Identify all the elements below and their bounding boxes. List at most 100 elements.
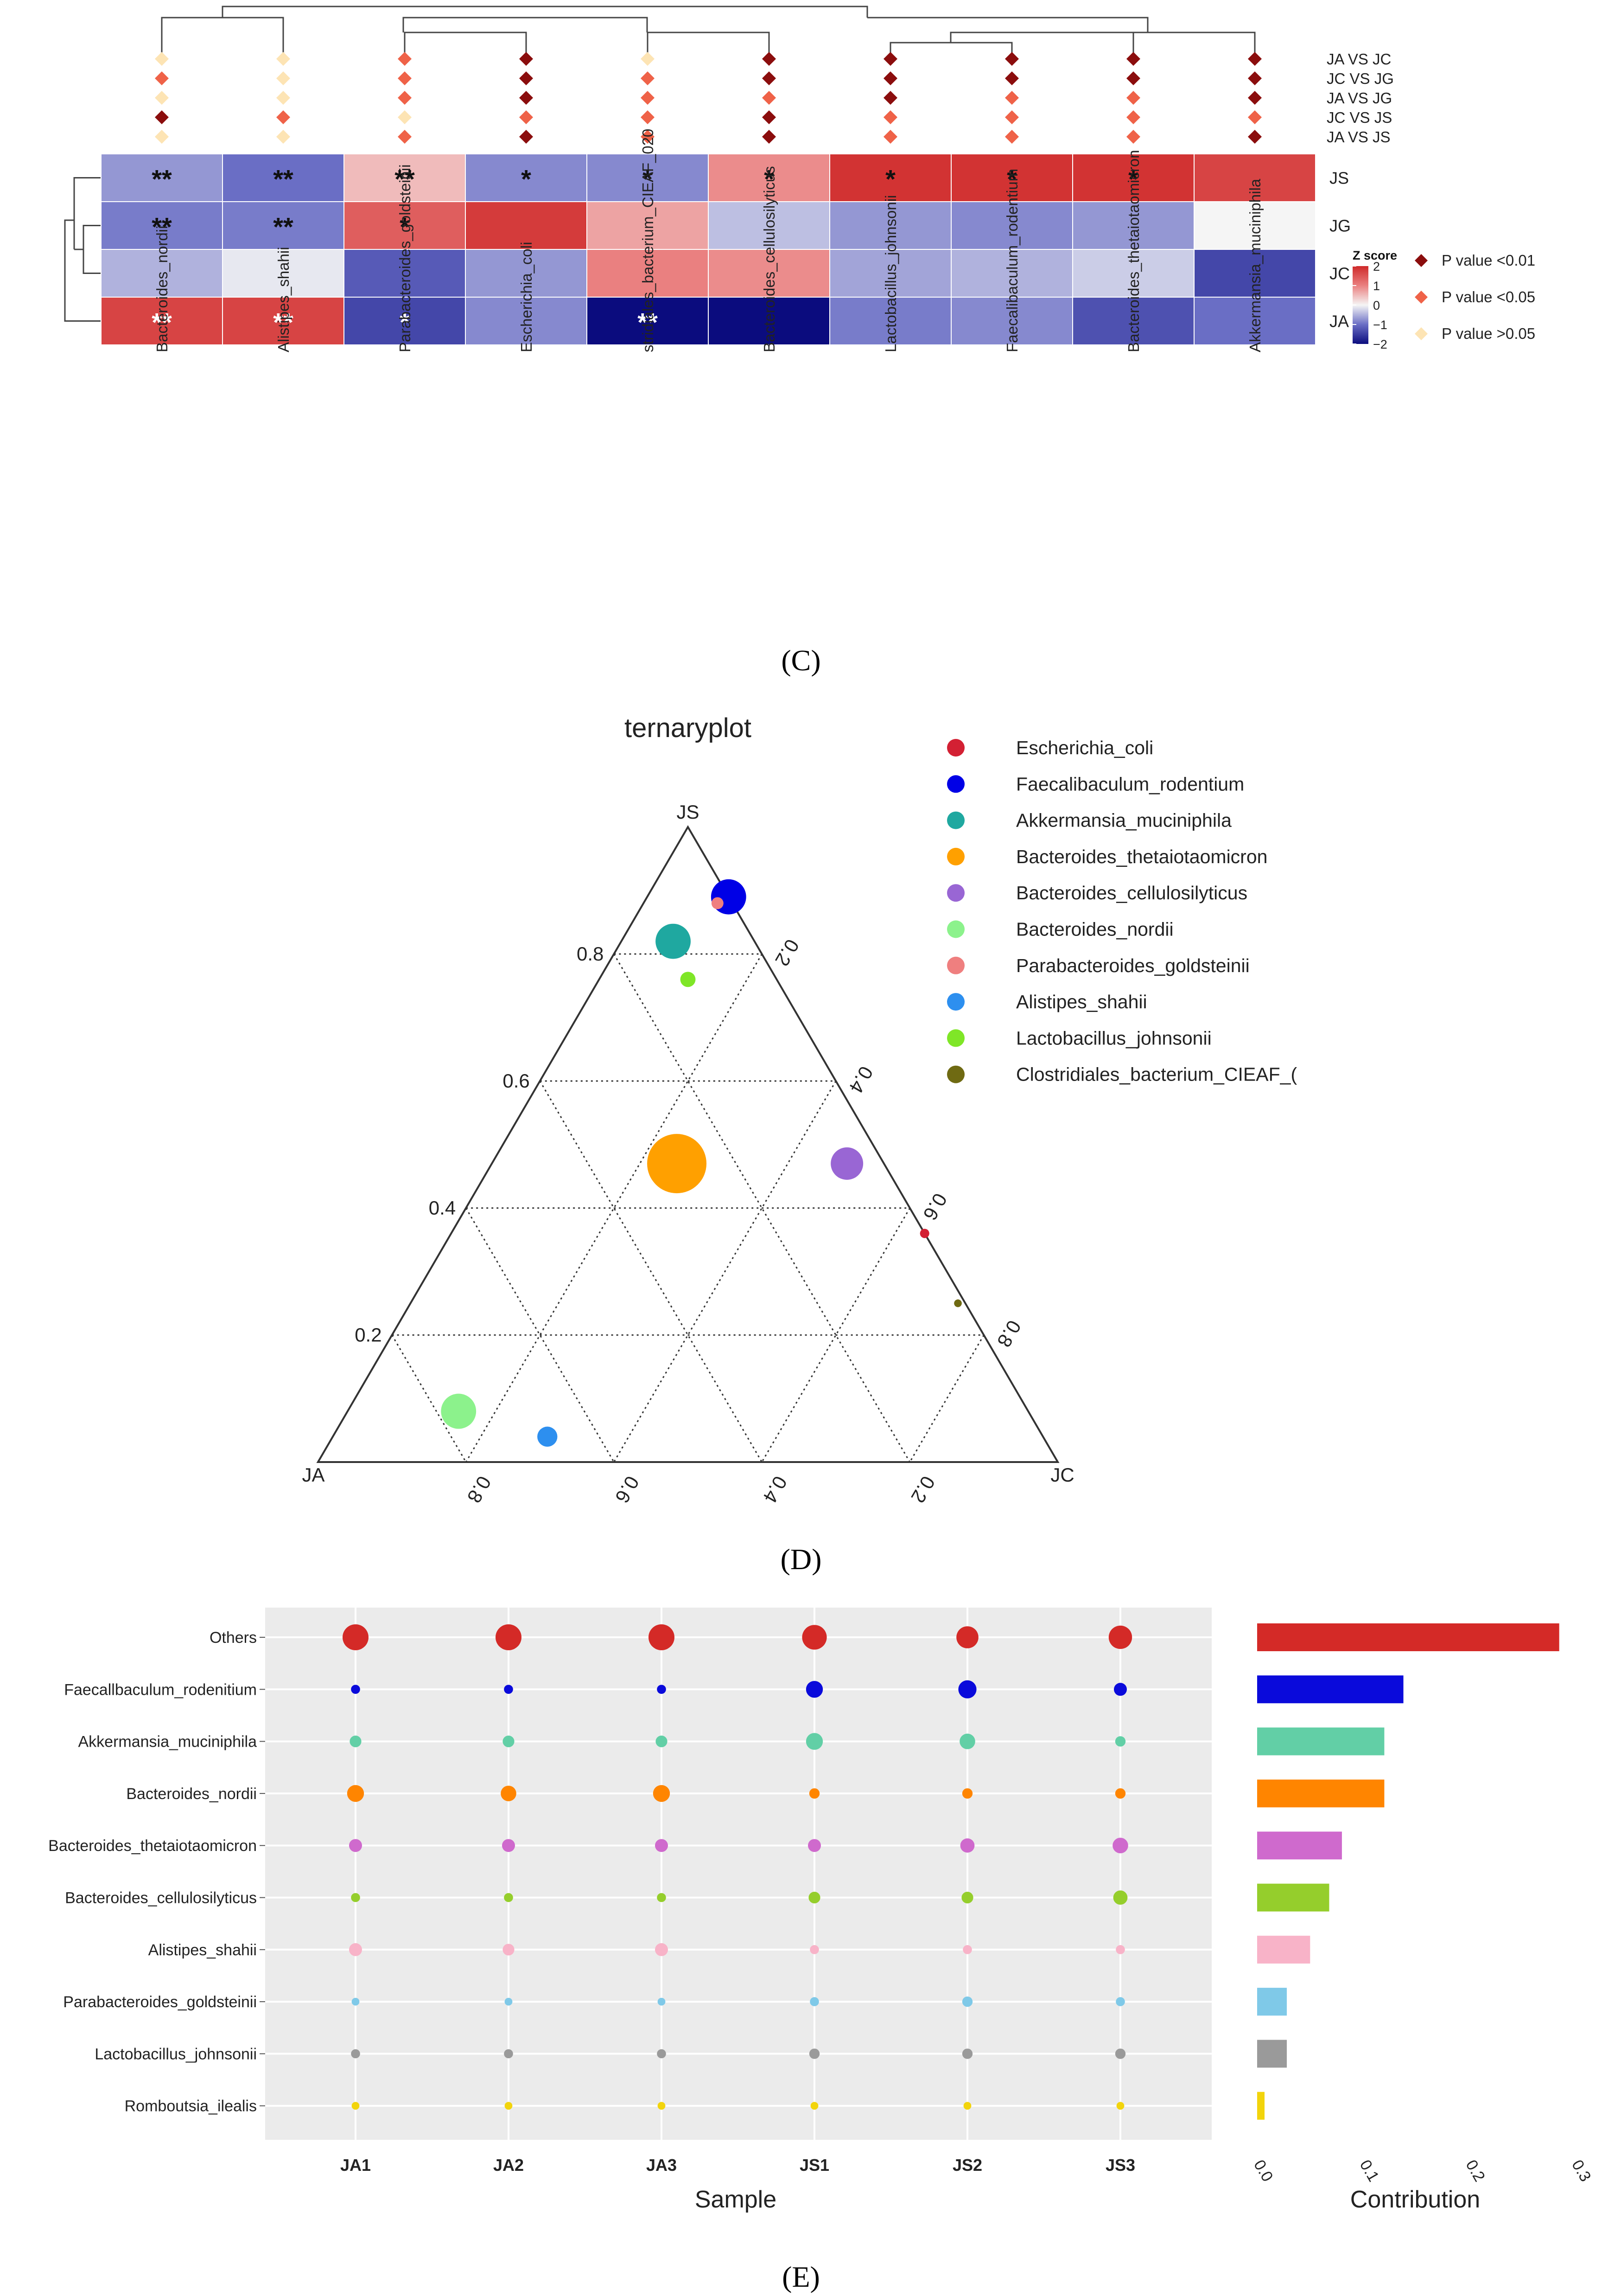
- abundance-dot: [1115, 2048, 1126, 2059]
- significance-star: *: [764, 165, 774, 194]
- ternary-legend-label: Alistipes_shahii: [1016, 991, 1147, 1012]
- heatmap-cell: [222, 249, 344, 298]
- comparison-label: JC VS JG: [1327, 70, 1394, 87]
- abundance-dot: [657, 1893, 666, 1902]
- heatmap-cell: [101, 297, 223, 345]
- abundance-dot: [1112, 1838, 1128, 1853]
- abundance-dot: [809, 2048, 820, 2059]
- p-value-diamond: [398, 110, 412, 124]
- zscore-title: Z score: [1353, 248, 1397, 262]
- comparison-label: JA VS JS: [1327, 128, 1391, 146]
- sample-label: JS3: [1106, 2156, 1135, 2175]
- heatmap-cell: [101, 249, 223, 298]
- panel-label-e: (E): [782, 2260, 820, 2293]
- ternary-grid-line: [391, 1335, 467, 1463]
- p-value-diamond: [398, 71, 412, 85]
- contribution-bar: [1257, 1727, 1385, 1755]
- column-label: Akkermansia_muciniphila: [1246, 178, 1264, 352]
- abundance-dot: [653, 1785, 670, 1802]
- taxon-label: Lactobacillus_johnsonii: [95, 2045, 257, 2063]
- ternary-grid-line: [761, 1208, 911, 1463]
- heatmap-cell: [951, 297, 1073, 345]
- abundance-dot: [961, 1891, 973, 1904]
- column-label: Faecalibaculum_rodentium: [1004, 169, 1021, 352]
- p-value-diamond: [276, 52, 290, 66]
- column-dendrogram-branch: [890, 42, 1013, 56]
- p-value-diamond: [762, 130, 776, 144]
- ternary-point: [831, 1147, 864, 1180]
- p-value-diamond: [1126, 91, 1140, 105]
- bottom-axis-tick-label: 0.8: [463, 1472, 496, 1507]
- p-value-diamond: [519, 130, 533, 144]
- heatmap-cell: [222, 153, 344, 202]
- ternary-legend-label: Lactobacillus_johnsonii: [1016, 1027, 1212, 1049]
- p-value-diamond: [155, 110, 169, 124]
- ternary-grid-line: [465, 1208, 615, 1463]
- contribution-bar: [1257, 1675, 1404, 1704]
- bottom-axis-tick-label: 0.6: [611, 1472, 643, 1507]
- heatmap-cell: [829, 201, 952, 250]
- abundance-dot: [1115, 1736, 1126, 1747]
- column-label: Bacteroides_thetaiotaomicron: [1125, 150, 1142, 352]
- heatmap-cell: [586, 249, 709, 298]
- ternary-panel: ternaryplot JS JA JC 0.8 0.6 0.4 0.2 0.2 0.4 0.6 0.…: [302, 713, 1297, 1507]
- heatmap-cell: [1194, 297, 1316, 345]
- abundance-dot: [347, 1785, 364, 1802]
- contribution-tick-label: 0.2: [1462, 2157, 1488, 2185]
- row-dendrogram-branch: [64, 219, 101, 322]
- significance-star: **: [637, 308, 658, 337]
- bottom-axis-tick-label: 0.2: [907, 1472, 939, 1507]
- ternary-legend-marker: [947, 993, 965, 1011]
- p-value-diamond: [884, 91, 897, 105]
- ternary-legend-marker: [947, 920, 965, 938]
- zscore-tick-label: 1: [1373, 279, 1380, 293]
- column-dendrogram-branch: [1132, 32, 1256, 56]
- ternary-legend-marker: [947, 739, 965, 757]
- abundance-dot: [960, 1838, 975, 1853]
- column-dendrogram-branch: [950, 32, 1192, 43]
- abundance-dot: [504, 2102, 513, 2110]
- taxon-label: Bacteroides_thetaiotaomicron: [48, 1837, 257, 1855]
- p-value-diamond: [1126, 110, 1140, 124]
- taxon-label: Bacteroides_cellulosilyticus: [65, 1889, 257, 1907]
- zscore-tick-label: 2: [1373, 260, 1380, 273]
- abundance-dot: [809, 1788, 820, 1799]
- ternary-grid-line: [909, 1335, 985, 1463]
- zscore-tick-label: 0: [1373, 299, 1380, 312]
- ternary-legend-marker: [947, 811, 965, 829]
- p-value-diamond: [1248, 71, 1262, 85]
- left-axis-tick-label: 0.4: [429, 1197, 456, 1219]
- abundance-dot: [496, 1624, 521, 1650]
- abundance-dot: [810, 1945, 819, 1954]
- abundance-dot: [958, 1680, 977, 1698]
- sample-label: JS1: [800, 2156, 829, 2175]
- p-value-diamond: [155, 130, 169, 144]
- row-dendrogram-branch: [73, 177, 101, 249]
- column-label: Alistipes_shahii: [275, 247, 292, 352]
- contribution-tick-label: 0.0: [1250, 2157, 1277, 2185]
- sample-label: JA1: [340, 2156, 371, 2175]
- p-value-diamond: [884, 52, 897, 66]
- abundance-dot: [810, 2102, 819, 2110]
- p-legend-diamond: [1415, 327, 1428, 340]
- ternary-point: [655, 923, 691, 959]
- significance-star: **: [152, 308, 172, 337]
- ternary-point: [441, 1393, 477, 1429]
- taxon-label: Bacteroides_nordii: [126, 1785, 257, 1803]
- abundance-dot: [657, 1685, 666, 1694]
- heatmap-cell: [951, 201, 1073, 250]
- significance-star: **: [152, 212, 172, 242]
- p-value-diamond: [884, 130, 897, 144]
- p-value-diamond: [1005, 91, 1019, 105]
- abundance-dot: [655, 1943, 668, 1956]
- heatmap-cell: [465, 249, 587, 298]
- ternary-legend-label: Faecalibaculum_rodentium: [1016, 773, 1244, 795]
- heatmap-cell: [829, 153, 952, 202]
- contribution-tick-label: 0.1: [1356, 2157, 1383, 2185]
- ternary-point: [647, 1134, 707, 1194]
- heatmap-cell: [343, 249, 466, 298]
- ternary-outline: [316, 825, 1060, 1463]
- p-value-diamond: [519, 52, 533, 66]
- p-value-diamond: [641, 110, 655, 124]
- abundance-dot: [657, 1997, 666, 2006]
